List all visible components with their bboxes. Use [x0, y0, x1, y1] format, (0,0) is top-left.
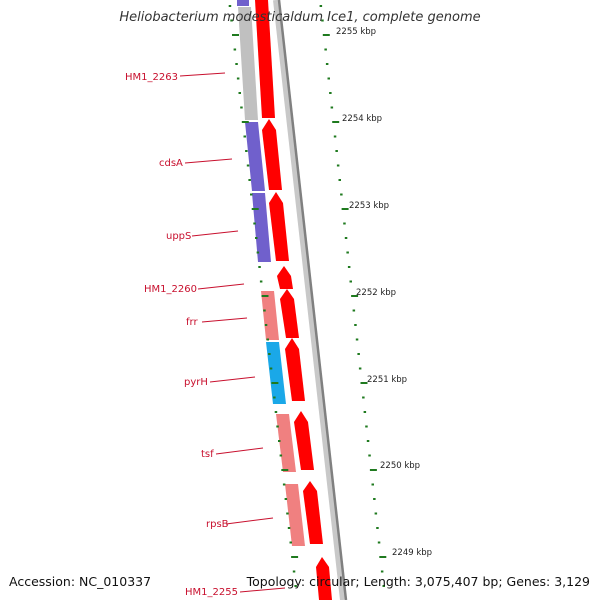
gene-box-frr: [261, 291, 279, 340]
gene-arrow-4: [277, 266, 293, 289]
kbp-label-2251: 2251 kbp: [367, 375, 407, 385]
gene-label-frr[interactable]: frr: [186, 317, 198, 328]
gene-box-upps: [252, 193, 271, 262]
outer-tick-track: [319, 5, 387, 587]
gene-label-hm1-2263[interactable]: HM1_2263: [125, 72, 178, 83]
gene-label-pyrh[interactable]: pyrH: [184, 377, 208, 388]
gene-label-tsf[interactable]: tsf: [201, 449, 214, 460]
gene-label-rpsb[interactable]: rpsB: [206, 519, 229, 530]
kbp-scale-labels: 2255 kbp 2254 kbp 2253 kbp 2252 kbp 2251…: [336, 27, 432, 558]
gene-arrow-2: [262, 119, 282, 190]
kbp-label-2249: 2249 kbp: [392, 548, 432, 558]
map-title: Heliobacterium modesticaldum Ice1, compl…: [119, 10, 481, 25]
gene-arrow-8: [303, 481, 323, 544]
kbp-label-2253: 2253 kbp: [349, 201, 389, 211]
gene-label-hm1-2255[interactable]: HM1_2255: [185, 587, 238, 598]
topology-text: Topology: circular; Length: 3,075,407 bp…: [246, 574, 590, 589]
gene-label-cdsa[interactable]: cdsA: [159, 158, 183, 169]
gene-arrow-3: [269, 192, 289, 261]
gene-box-rpsb: [285, 484, 305, 546]
genome-backbone: [273, 0, 348, 600]
gene-labels: HM1_2263 cdsA uppS HM1_2260 frr pyrH tsf…: [125, 72, 238, 598]
gene-arrow-6: [285, 338, 305, 401]
kbp-label-2254: 2254 kbp: [342, 114, 382, 124]
accession-text: Accession: NC_010337: [9, 574, 152, 589]
gene-label-upps[interactable]: uppS: [166, 231, 191, 242]
kbp-label-2255: 2255 kbp: [336, 27, 376, 37]
kbp-label-2250: 2250 kbp: [380, 461, 420, 471]
gene-arrow-9: [316, 557, 332, 600]
gene-box-pyrh: [266, 342, 286, 404]
gene-label-hm1-2260[interactable]: HM1_2260: [144, 284, 197, 295]
inner-tick-track: [228, 5, 299, 587]
gene-arrow-5: [280, 289, 299, 338]
gene-box-cdsa: [245, 122, 265, 191]
kbp-label-2252: 2252 kbp: [356, 288, 396, 298]
forward-gene-track: [255, 0, 332, 600]
reverse-gene-track: [237, 0, 305, 546]
gene-arrow-7: [294, 411, 314, 470]
gene-box-tsf: [276, 414, 296, 472]
gene-label-leaders: [179, 72, 286, 593]
gene-box-hm1-2263: [238, 7, 258, 120]
gene-arrow-1: [255, 0, 275, 118]
gene-box-top: [237, 0, 249, 6]
